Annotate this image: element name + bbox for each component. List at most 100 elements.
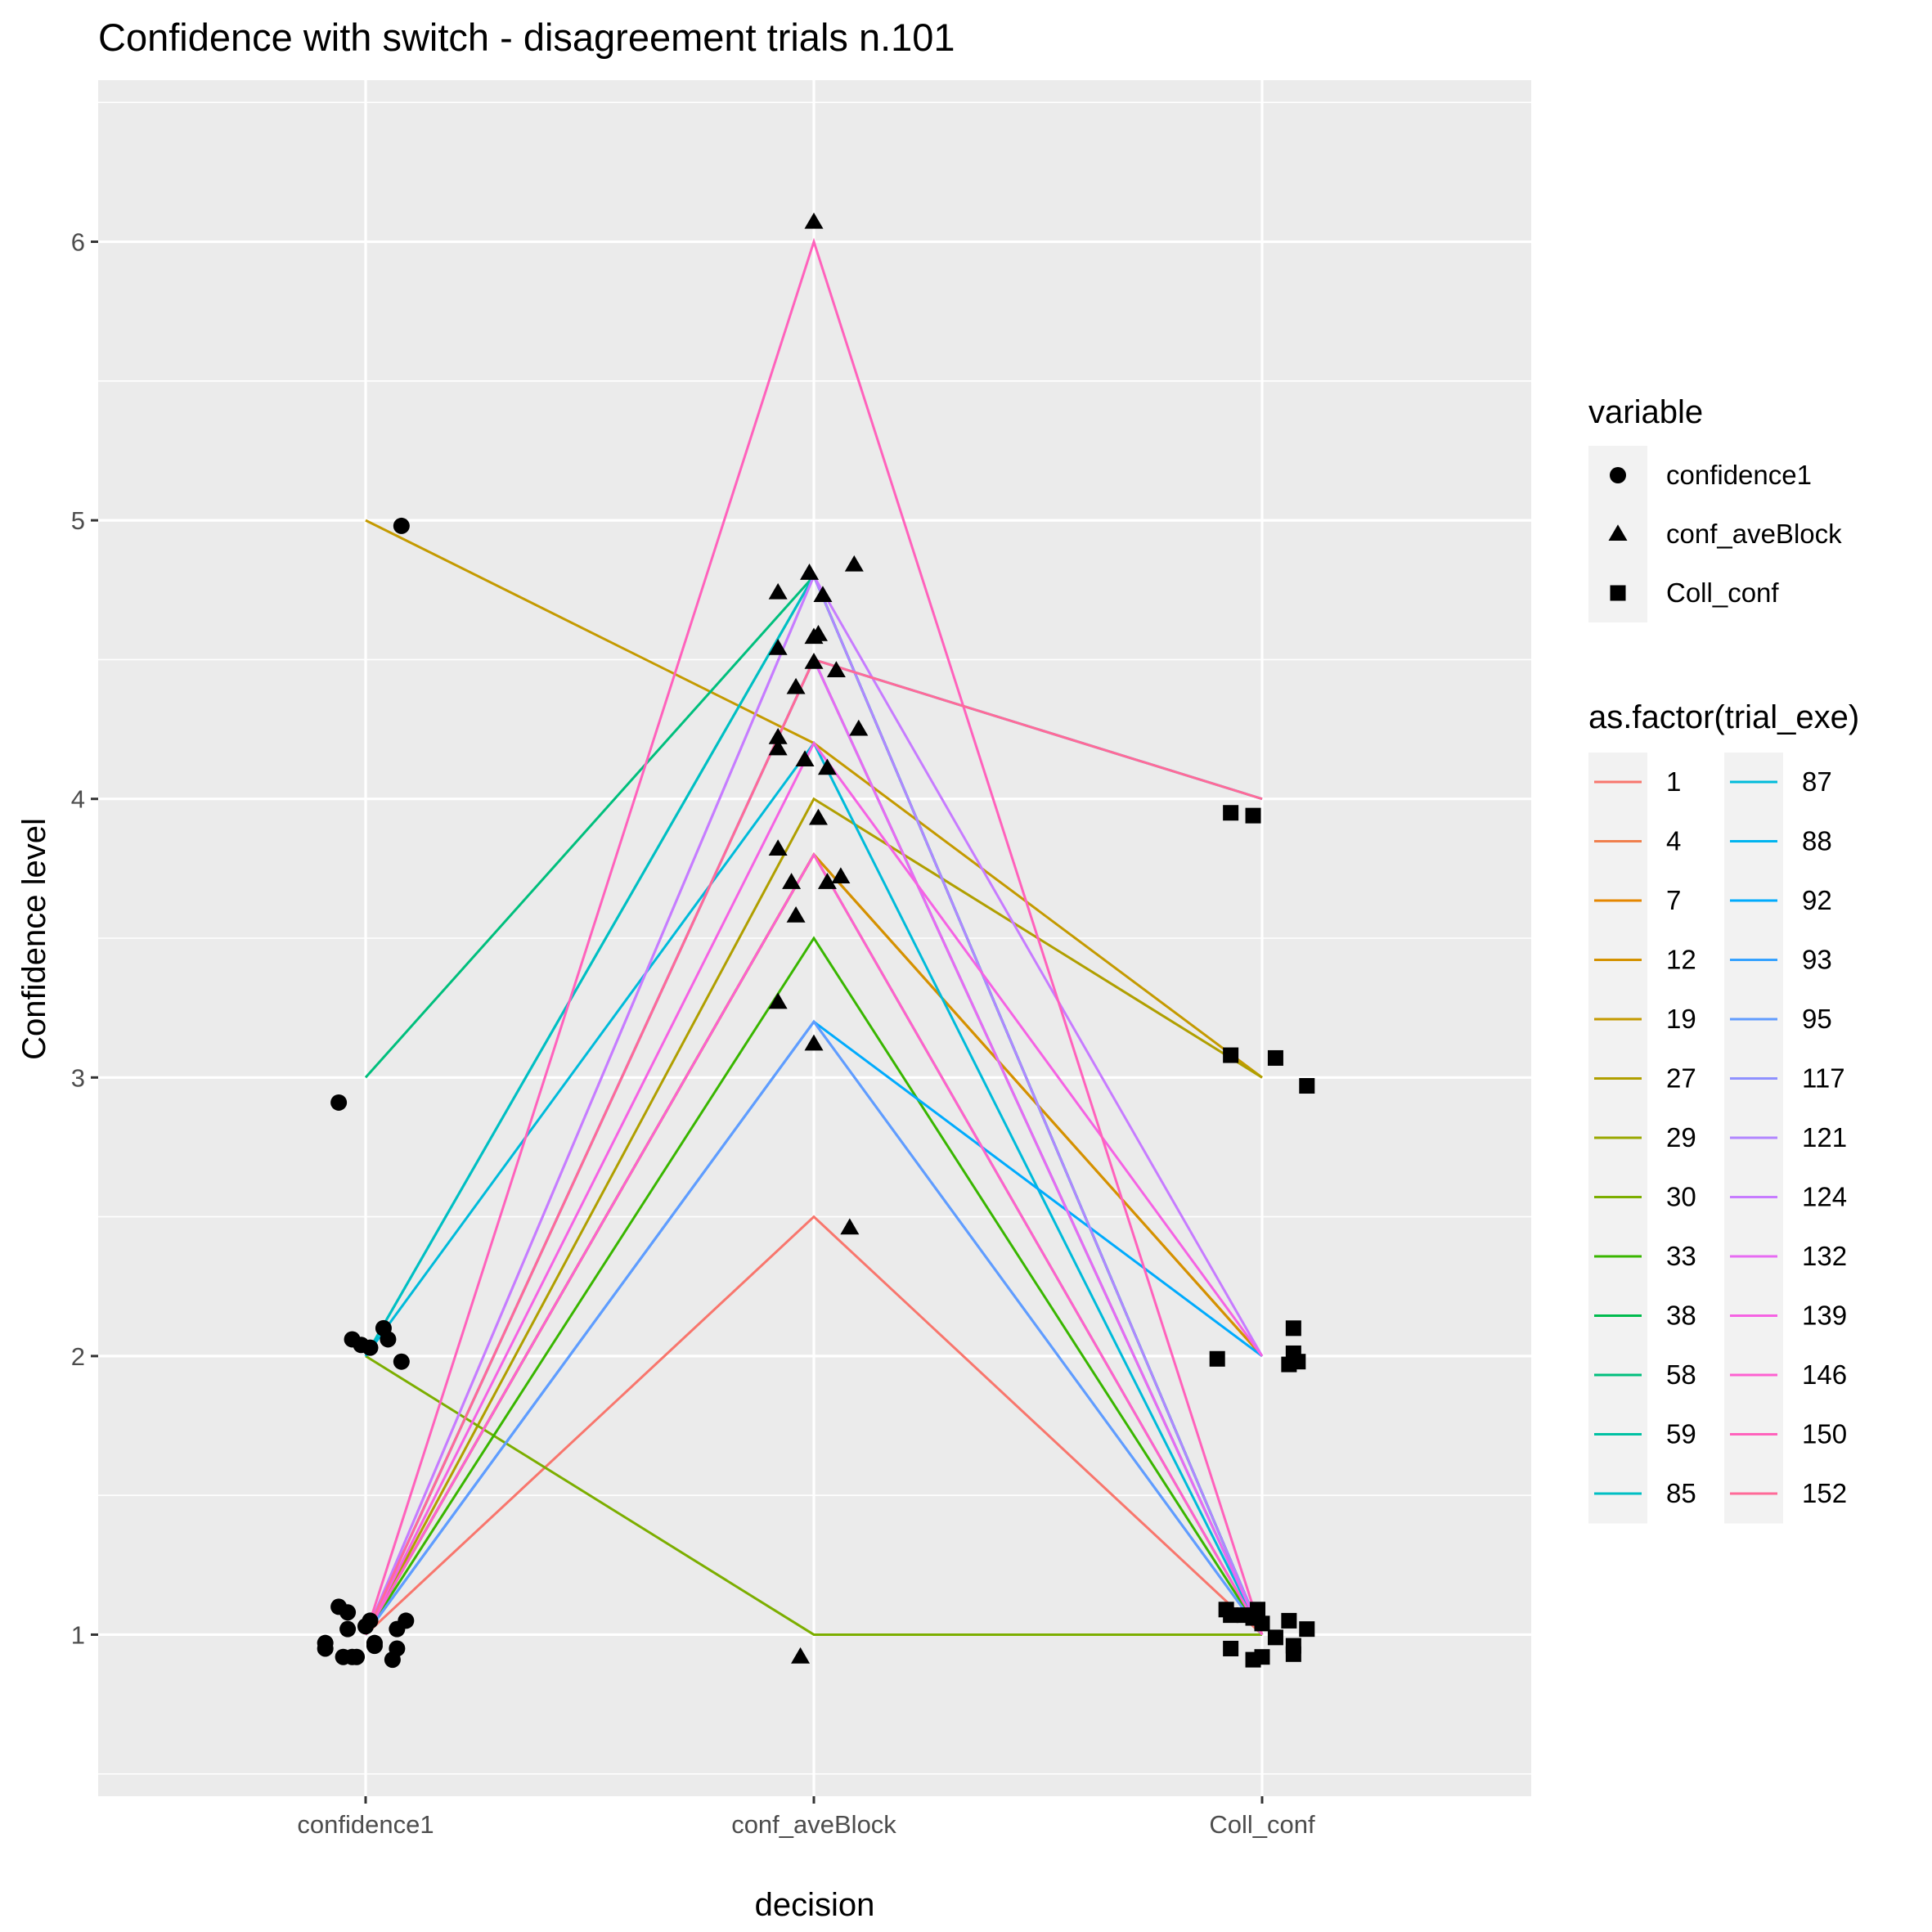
confidence1-point xyxy=(339,1620,357,1638)
series-line-33 xyxy=(364,936,1264,1636)
y-tick-label: 2 xyxy=(71,1342,85,1371)
points-layer xyxy=(317,212,1315,1669)
Coll_conf-point xyxy=(1299,1621,1315,1638)
legend-square-icon xyxy=(1610,585,1626,601)
conf_aveBlock-point xyxy=(804,1034,824,1051)
y-tick-label: 3 xyxy=(71,1063,85,1092)
conf_aveBlock-point xyxy=(782,873,802,889)
color-legend-label: 117 xyxy=(1802,1063,1845,1094)
confidence1-point xyxy=(398,1612,415,1629)
x-axis: confidence1 conf_aveBlock Coll_conf xyxy=(297,1796,1315,1839)
conf_aveBlock-point xyxy=(808,808,828,825)
confidence1-point xyxy=(380,1331,397,1348)
Coll_conf-point xyxy=(1281,1356,1297,1373)
color-legend-label: 93 xyxy=(1802,945,1832,975)
color-legend-label: 59 xyxy=(1666,1419,1696,1449)
color-legend-label: 92 xyxy=(1802,885,1832,915)
conf_aveBlock-point xyxy=(786,905,806,923)
x-tick-label: conf_aveBlock xyxy=(731,1810,896,1839)
y-axis-title: Confidence level xyxy=(16,818,52,1060)
color-legend-label: 33 xyxy=(1666,1241,1696,1271)
Coll_conf-point xyxy=(1250,1602,1266,1618)
color-legend-label: 29 xyxy=(1666,1122,1696,1152)
y-tick-label: 4 xyxy=(71,785,85,814)
confidence1-point xyxy=(366,1638,383,1655)
conf_aveBlock-point xyxy=(800,564,820,580)
series-line-146 xyxy=(364,851,1264,1636)
conf_aveBlock-point xyxy=(817,758,837,775)
shape-legend-label: confidence1 xyxy=(1666,460,1812,490)
conf_aveBlock-point xyxy=(813,586,833,603)
color-legend-label: 85 xyxy=(1666,1478,1696,1508)
Coll_conf-point xyxy=(1223,1607,1239,1624)
Coll_conf-point xyxy=(1267,1629,1283,1646)
color-legend-label: 88 xyxy=(1802,826,1832,856)
conf_aveBlock-point xyxy=(768,739,788,756)
series-line-95 xyxy=(364,1019,1264,1636)
series-line-139 xyxy=(364,740,1264,1636)
color-legend-label: 146 xyxy=(1802,1359,1847,1390)
Coll_conf-point xyxy=(1223,1047,1239,1063)
series-line-150 xyxy=(364,237,1264,1635)
x-tick-label: Coll_conf xyxy=(1209,1810,1315,1839)
color-legend-label: 1 xyxy=(1666,766,1681,797)
conf_aveBlock-point xyxy=(808,624,828,641)
y-tick-label: 5 xyxy=(71,506,85,535)
color-legend-label: 150 xyxy=(1802,1419,1847,1449)
confidence1-point xyxy=(393,517,410,534)
conf_aveBlock-point xyxy=(817,873,837,889)
chart-title: Confidence with switch - disagreement tr… xyxy=(98,16,955,59)
Coll_conf-point xyxy=(1299,1078,1315,1094)
conf_aveBlock-point xyxy=(768,727,788,744)
color-legend-label: 12 xyxy=(1666,945,1696,975)
color-legend-label: 95 xyxy=(1802,1004,1832,1034)
conf_aveBlock-point xyxy=(791,1647,811,1664)
confidence1-point xyxy=(384,1651,401,1669)
Coll_conf-point xyxy=(1281,1612,1297,1629)
conf_aveBlock-point xyxy=(804,653,824,669)
color-legend-label: 152 xyxy=(1802,1478,1847,1508)
color-legend-label: 27 xyxy=(1666,1063,1696,1094)
conf_aveBlock-point xyxy=(786,677,806,694)
confidence1-point xyxy=(344,1648,361,1665)
conf_aveBlock-point xyxy=(768,582,788,600)
Coll_conf-point xyxy=(1209,1350,1225,1367)
series-line-30 xyxy=(365,1355,1262,1636)
x-axis-title: decision xyxy=(755,1887,875,1923)
x-tick-label: confidence1 xyxy=(297,1810,434,1839)
color-legend-label: 87 xyxy=(1802,766,1832,797)
Coll_conf-point xyxy=(1285,1646,1301,1662)
confidence1-point xyxy=(357,1618,374,1635)
legend-circle-icon xyxy=(1610,467,1626,483)
conf_aveBlock-point xyxy=(844,555,864,572)
conf_aveBlock-point xyxy=(826,661,846,678)
conf_aveBlock-point xyxy=(795,750,815,767)
Coll_conf-point xyxy=(1223,805,1239,821)
confidence1-point xyxy=(393,1353,410,1370)
Coll_conf-point xyxy=(1245,807,1261,824)
shape-legend: variable confidence1 conf_aveBlock Coll_co… xyxy=(1588,394,1842,622)
conf_aveBlock-point xyxy=(804,212,824,229)
conf_aveBlock-point xyxy=(840,1218,860,1235)
y-tick-label: 1 xyxy=(71,1620,85,1649)
color-legend-label: 7 xyxy=(1666,885,1681,915)
y-tick-label: 6 xyxy=(71,228,85,257)
shape-legend-label: conf_aveBlock xyxy=(1666,519,1842,549)
color-legend-label: 124 xyxy=(1802,1182,1847,1212)
conf_aveBlock-point xyxy=(849,719,869,736)
shape-legend-label: Coll_conf xyxy=(1666,577,1779,608)
Coll_conf-point xyxy=(1223,1640,1239,1656)
confidence1-point xyxy=(317,1640,334,1657)
color-legend-label: 4 xyxy=(1666,826,1681,856)
Coll_conf-point xyxy=(1254,1615,1270,1632)
confidence1-point xyxy=(339,1604,357,1621)
color-legend-label: 19 xyxy=(1666,1004,1696,1034)
conf_aveBlock-point xyxy=(768,839,788,856)
conf_aveBlock-point xyxy=(768,639,788,655)
conf_aveBlock-point xyxy=(768,992,788,1009)
color-legend-label: 121 xyxy=(1802,1122,1847,1152)
Coll_conf-point xyxy=(1267,1049,1283,1066)
color-legend: as.factor(trial_exe) 1 4 7 12 19 27 29 30 33 38 58… xyxy=(1588,699,1859,1524)
color-legend-label: 139 xyxy=(1802,1301,1847,1331)
